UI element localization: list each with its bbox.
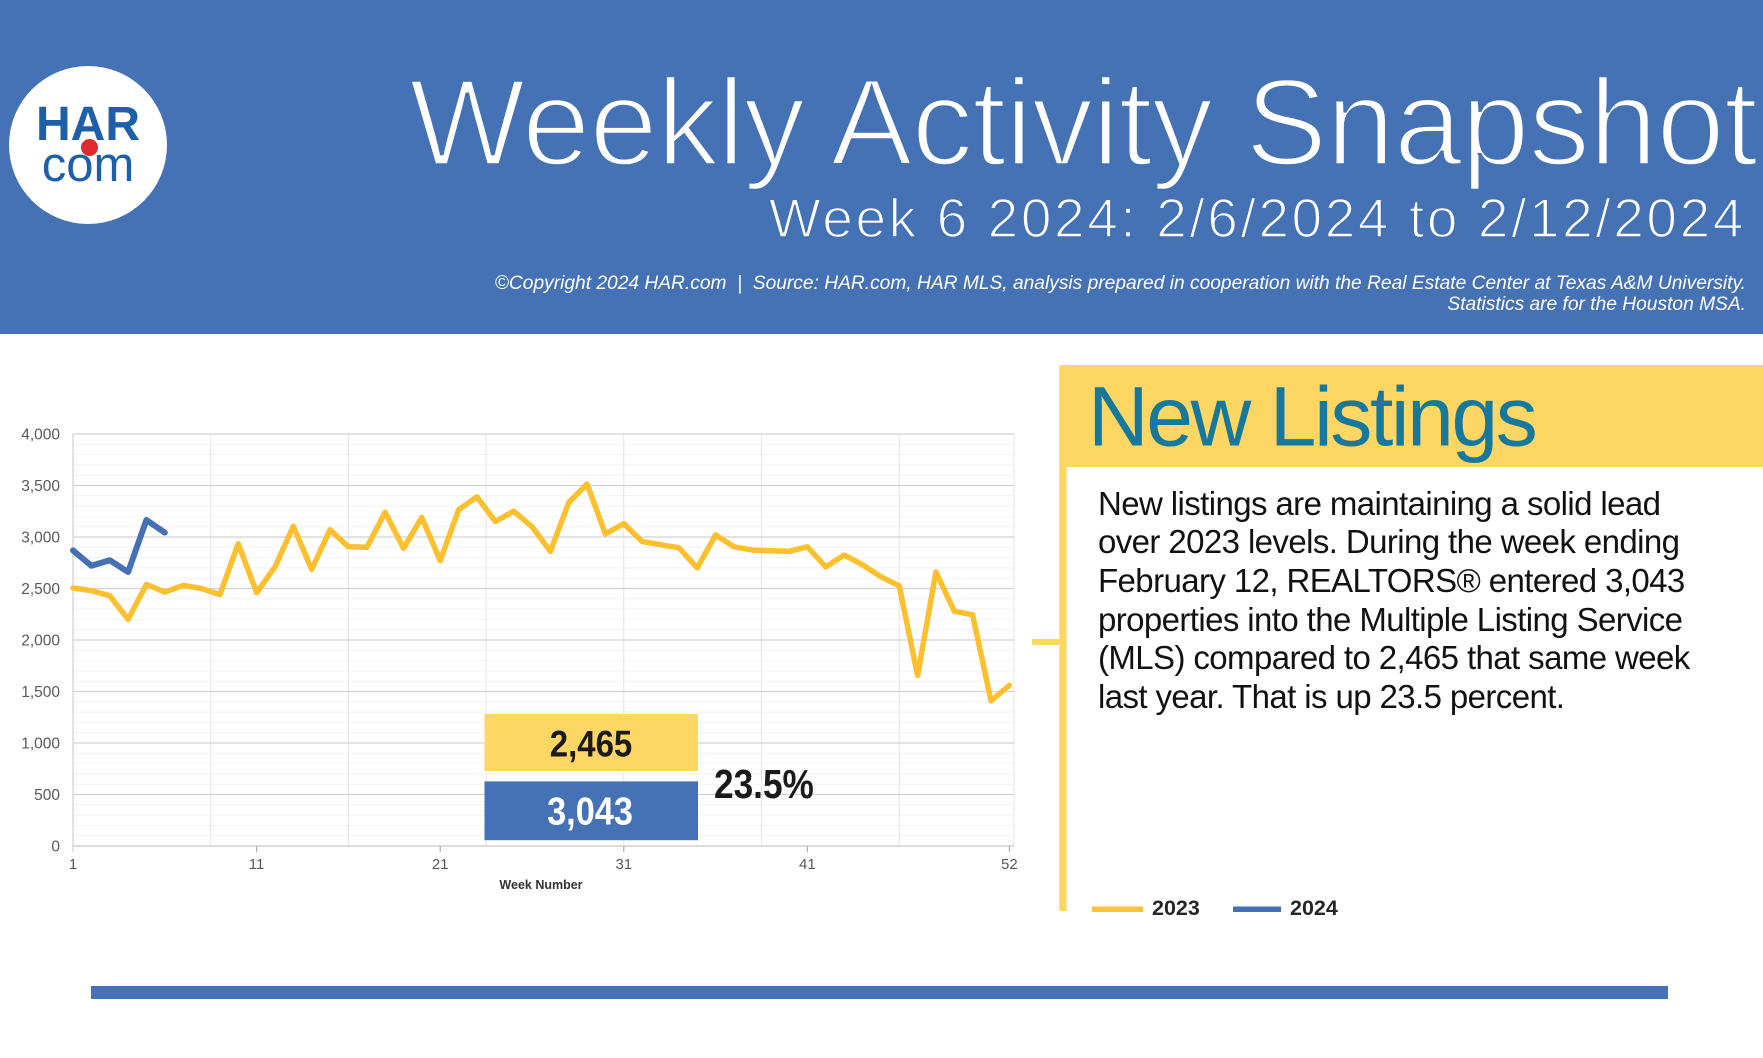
svg-text:4,000: 4,000 bbox=[21, 427, 60, 444]
svg-text:Week Number: Week Number bbox=[499, 878, 582, 892]
svg-text:0: 0 bbox=[51, 839, 60, 856]
svg-text:2,500: 2,500 bbox=[21, 581, 60, 598]
svg-text:21: 21 bbox=[432, 856, 449, 873]
svg-text:11: 11 bbox=[249, 856, 265, 873]
svg-text:41: 41 bbox=[799, 856, 816, 873]
svg-text:31: 31 bbox=[615, 856, 632, 873]
svg-text:3,500: 3,500 bbox=[21, 478, 60, 495]
svg-text:2024: 2024 bbox=[1290, 896, 1338, 920]
svg-text:52: 52 bbox=[1001, 856, 1018, 873]
svg-text:23.5%: 23.5% bbox=[714, 763, 814, 808]
svg-text:500: 500 bbox=[34, 787, 60, 804]
svg-text:New Listings: New Listings bbox=[1088, 370, 1535, 464]
svg-text:3,043: 3,043 bbox=[547, 789, 633, 833]
svg-text:2,465: 2,465 bbox=[550, 724, 633, 765]
svg-text:1,000: 1,000 bbox=[21, 736, 60, 753]
svg-text:2,000: 2,000 bbox=[21, 633, 60, 650]
svg-text:1,500: 1,500 bbox=[21, 684, 60, 701]
svg-text:2023: 2023 bbox=[1152, 896, 1200, 920]
svg-text:3,000: 3,000 bbox=[21, 530, 60, 547]
svg-text:1: 1 bbox=[69, 856, 77, 873]
